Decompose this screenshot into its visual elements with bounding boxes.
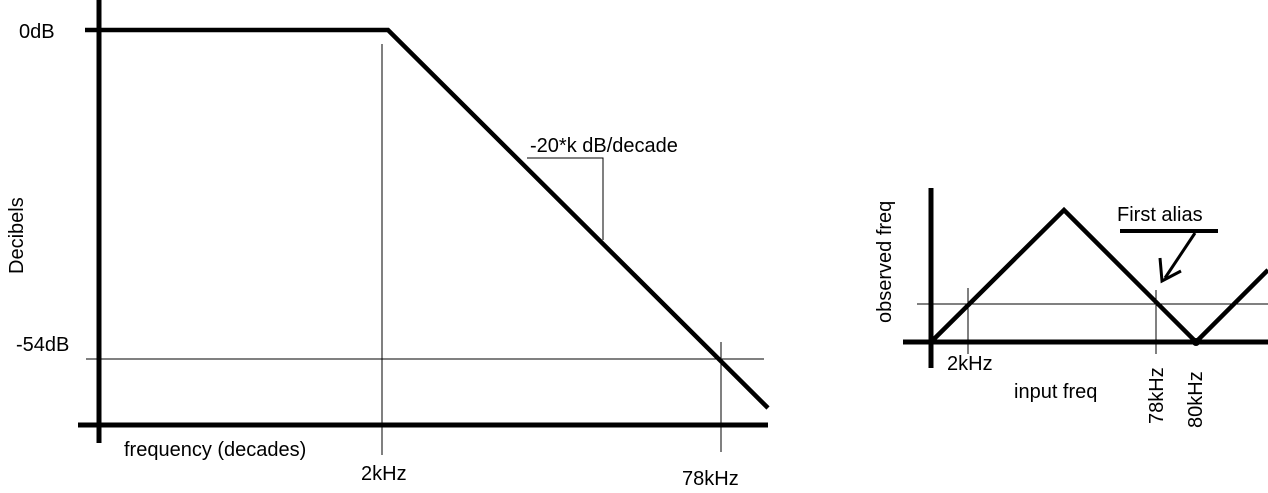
x-tick-2khz: 2kHz <box>361 463 407 485</box>
tick-2khz: 2kHz <box>947 353 993 375</box>
tick-80khz: 80kHz <box>1185 371 1207 428</box>
left-x-axis-title: frequency (decades) <box>124 439 306 461</box>
label-0db: 0dB <box>19 21 55 43</box>
annotation-arrow-head <box>1158 257 1182 284</box>
marker-80khz <box>1192 338 1200 346</box>
filter-response-plot: 0dB -54dB Decibels frequency (decades) 2… <box>6 0 770 490</box>
slope-label: -20*k dB/decade <box>530 135 678 157</box>
left-y-axis-title: Decibels <box>6 197 28 274</box>
right-x-axis-title: input freq <box>1014 381 1097 403</box>
first-alias-label: First alias <box>1117 204 1203 226</box>
right-y-axis-title: observed freq <box>874 201 896 323</box>
slope-triangle <box>527 157 604 240</box>
label-minus54db: -54dB <box>16 334 69 356</box>
tick-78khz: 78kHz <box>1146 367 1168 424</box>
response-curve <box>85 27 770 410</box>
aliasing-plot: observed freq 2kHz input freq 78kHz 80kH… <box>874 188 1268 428</box>
annotation-arrow-shaft <box>1163 232 1197 279</box>
x-tick-78khz: 78kHz <box>682 468 739 490</box>
folding-curve <box>929 206 1268 346</box>
